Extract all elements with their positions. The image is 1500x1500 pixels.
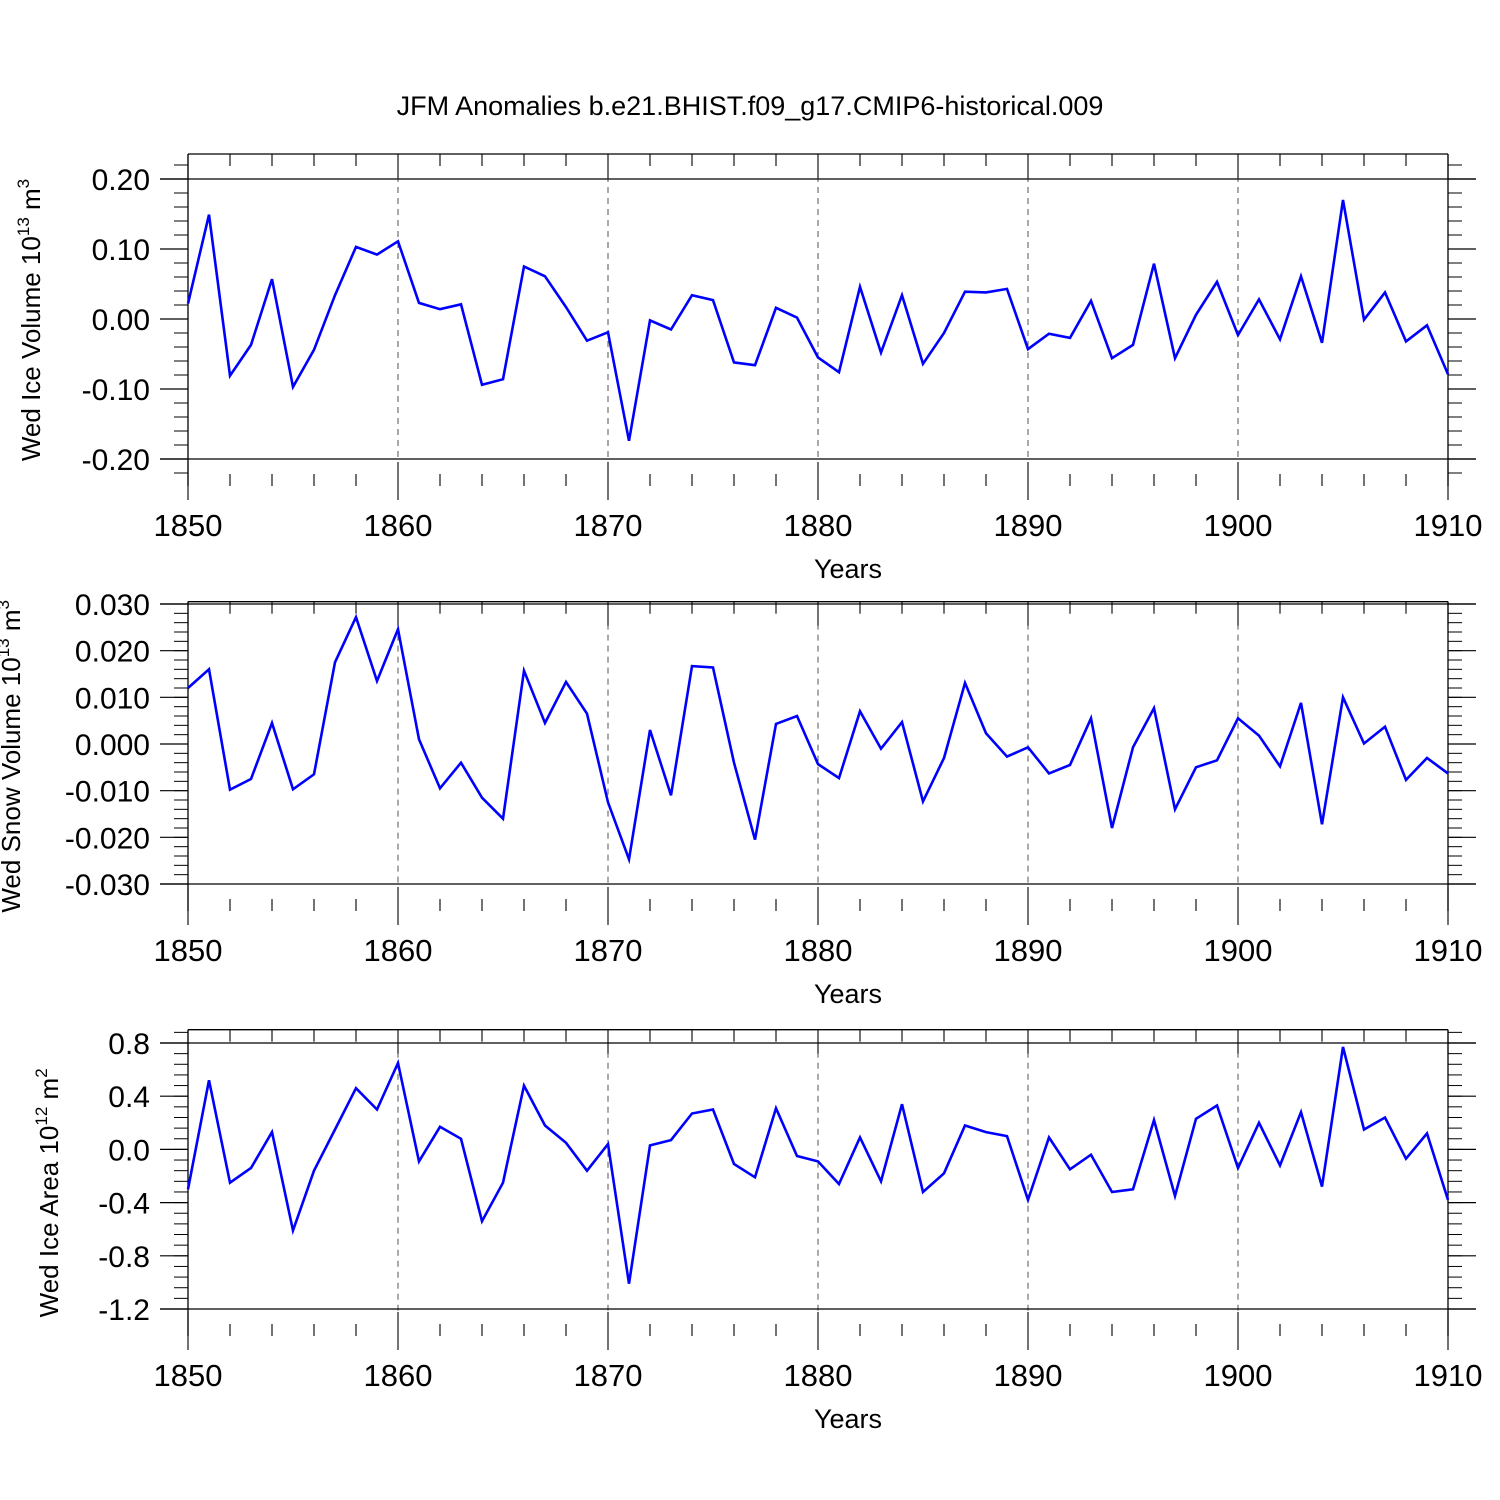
x-tick-label: 1890 <box>994 933 1063 968</box>
series-line <box>186 199 1450 442</box>
y-tick-label: 0.030 <box>75 589 150 622</box>
x-tick-label: 1910 <box>1414 508 1483 543</box>
y-tick-label: 0.00 <box>92 304 150 337</box>
y-tick-label: 0.4 <box>108 1081 150 1114</box>
x-tick-label: 1910 <box>1414 933 1483 968</box>
y-axis-label: Wed Ice Volume 1013 m3 <box>14 179 46 461</box>
x-axis-label: Years <box>814 554 882 584</box>
y-tick-label: -0.030 <box>65 869 150 902</box>
x-tick-label: 1870 <box>574 508 643 543</box>
x-tick-label: 1850 <box>154 933 223 968</box>
x-tick-label: 1900 <box>1204 1358 1273 1393</box>
x-axis-label: Years <box>814 1404 882 1434</box>
y-tick-label: -0.4 <box>98 1188 150 1221</box>
y-tick-label: 0.8 <box>108 1028 150 1061</box>
y-tick-label: -0.10 <box>82 374 150 407</box>
x-axis-label: Years <box>814 979 882 1009</box>
series-line <box>186 1046 1450 1284</box>
x-tick-label: 1860 <box>364 1358 433 1393</box>
y-tick-label: 0.20 <box>92 164 150 197</box>
x-tick-label: 1850 <box>154 508 223 543</box>
x-tick-label: 1850 <box>154 1358 223 1393</box>
x-tick-label: 1900 <box>1204 508 1273 543</box>
y-axis-label: Wed Snow Volume 1013 m3 <box>0 600 26 913</box>
x-tick-label: 1890 <box>994 508 1063 543</box>
y-tick-label: -0.020 <box>65 822 150 855</box>
x-tick-label: 1900 <box>1204 933 1273 968</box>
figure-title: JFM Anomalies b.e21.BHIST.f09_g17.CMIP6-… <box>397 91 1104 121</box>
chart-panel-2: 0.0300.0200.0100.000-0.010-0.020-0.03018… <box>0 589 1482 1009</box>
x-tick-label: 1880 <box>784 508 853 543</box>
y-tick-label: 0.0 <box>108 1134 150 1167</box>
y-tick-label: -1.2 <box>98 1294 150 1327</box>
y-axis-label: Wed Ice Area 1012 m2 <box>32 1068 64 1317</box>
x-tick-label: 1880 <box>784 933 853 968</box>
x-tick-label: 1860 <box>364 508 433 543</box>
y-tick-label: 0.010 <box>75 682 150 715</box>
x-tick-label: 1870 <box>574 1358 643 1393</box>
y-tick-label: -0.010 <box>65 776 150 809</box>
x-tick-label: 1860 <box>364 933 433 968</box>
x-tick-label: 1910 <box>1414 1358 1483 1393</box>
y-tick-label: 0.020 <box>75 636 150 669</box>
x-tick-label: 1890 <box>994 1358 1063 1393</box>
y-tick-label: -0.20 <box>82 444 150 477</box>
x-tick-label: 1880 <box>784 1358 853 1393</box>
y-tick-label: 0.10 <box>92 234 150 267</box>
y-tick-label: 0.000 <box>75 729 150 762</box>
y-tick-label: -0.8 <box>98 1241 150 1274</box>
x-tick-label: 1870 <box>574 933 643 968</box>
series-line <box>187 613 1449 865</box>
